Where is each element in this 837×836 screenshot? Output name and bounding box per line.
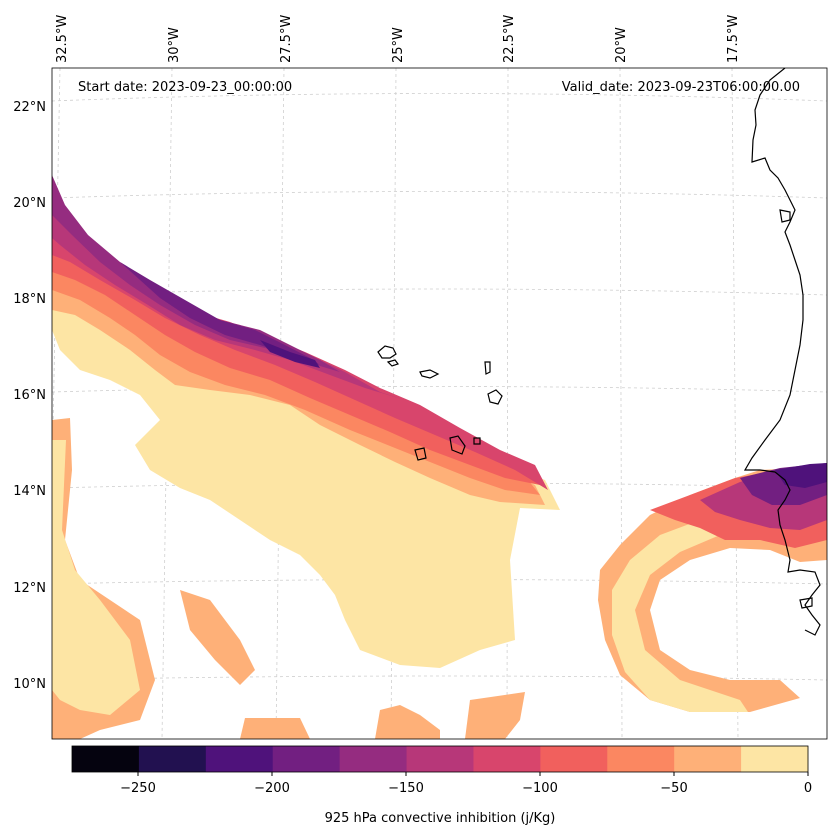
colorbar-label: 925 hPa convective inhibition (j/Kg) [325,811,556,826]
cape-verde-island-5 [487,389,503,405]
colorbar-tick-label: −150 [388,781,424,796]
colorbar-swatch [339,746,408,772]
lat-label: 22°N [13,100,46,115]
colorbar [71,745,809,773]
colorbar-swatch [138,746,207,772]
colorbar-tick-label: −100 [522,781,558,796]
colorbar-swatch [540,746,608,772]
island-near-coast-1 [779,209,791,223]
cape-verde-island-8 [473,437,481,445]
longitude-labels: 32.5°W 30°W 27.5°W 25°W 22.5°W 20°W 17.5… [55,15,741,63]
cin-field [52,175,827,739]
colorbar-swatch [473,746,541,772]
colorbar-tick-label: −250 [120,781,156,796]
colorbar-tick-label: −50 [660,781,687,796]
lon-label: 30°W [167,27,182,63]
cape-verde-island-3 [419,369,440,379]
colorbar-swatch [674,746,742,772]
lat-label: 12°N [13,581,46,596]
cape-verde-island-1 [377,345,397,359]
colorbar-swatch [406,746,474,772]
cin-contour-east-band-darkest [775,463,827,488]
lon-label: 20°W [614,27,629,63]
valid-date-label: Valid_date: 2023-09-23T06:00:00.00 [562,80,800,95]
lat-label: 20°N [13,196,46,211]
start-date-label: Start date: 2023-09-23_00:00:00 [78,80,292,95]
cin-contour-left-edge-light [52,440,140,715]
cin-contour-east-band-light [612,510,760,712]
colorbar-swatch [741,746,809,772]
colorbar-ticks: −250 −200 −150 −100 −50 0 [120,772,812,796]
cin-contour-south-patch-1 [375,705,440,739]
lon-label: 17.5°W [726,15,741,63]
colorbar-swatch [272,746,341,772]
lon-label: 22.5°W [502,15,517,63]
lat-label: 10°N [13,677,46,692]
cape-verde-island-7 [414,447,427,461]
colorbar-swatch [72,746,140,772]
cin-contour-south-patch-2 [465,692,525,739]
cin-contour-south-patch-3 [240,718,310,739]
island-near-coast-2 [799,597,813,609]
colorbar-swatch [607,746,675,772]
lon-label: 27.5°W [279,15,294,63]
lon-label: 25°W [391,27,406,63]
colorbar-swatch [205,746,274,772]
map-frame [51,67,828,740]
lon-label: 32.5°W [55,15,70,63]
lat-label: 14°N [13,484,46,499]
cin-contour-200-to-225 [260,340,320,368]
colorbar-tick-label: 0 [804,781,812,796]
lat-label: 16°N [13,388,46,403]
coastline [377,68,821,636]
cape-verde-island-4 [484,361,491,375]
cin-contour-175-to-200 [120,262,320,365]
cape-verde-island-6 [449,435,466,455]
lat-label: 18°N [13,292,46,307]
colorbar-frame [71,745,809,773]
colorbar-tick-label: −200 [254,781,290,796]
cin-contour-south-patch-4 [180,590,255,685]
africa-coastline [743,68,821,636]
cape-verde-island-2 [386,359,399,367]
latitude-labels: 22°N 20°N 18°N 16°N 14°N 12°N 10°N [13,100,46,692]
